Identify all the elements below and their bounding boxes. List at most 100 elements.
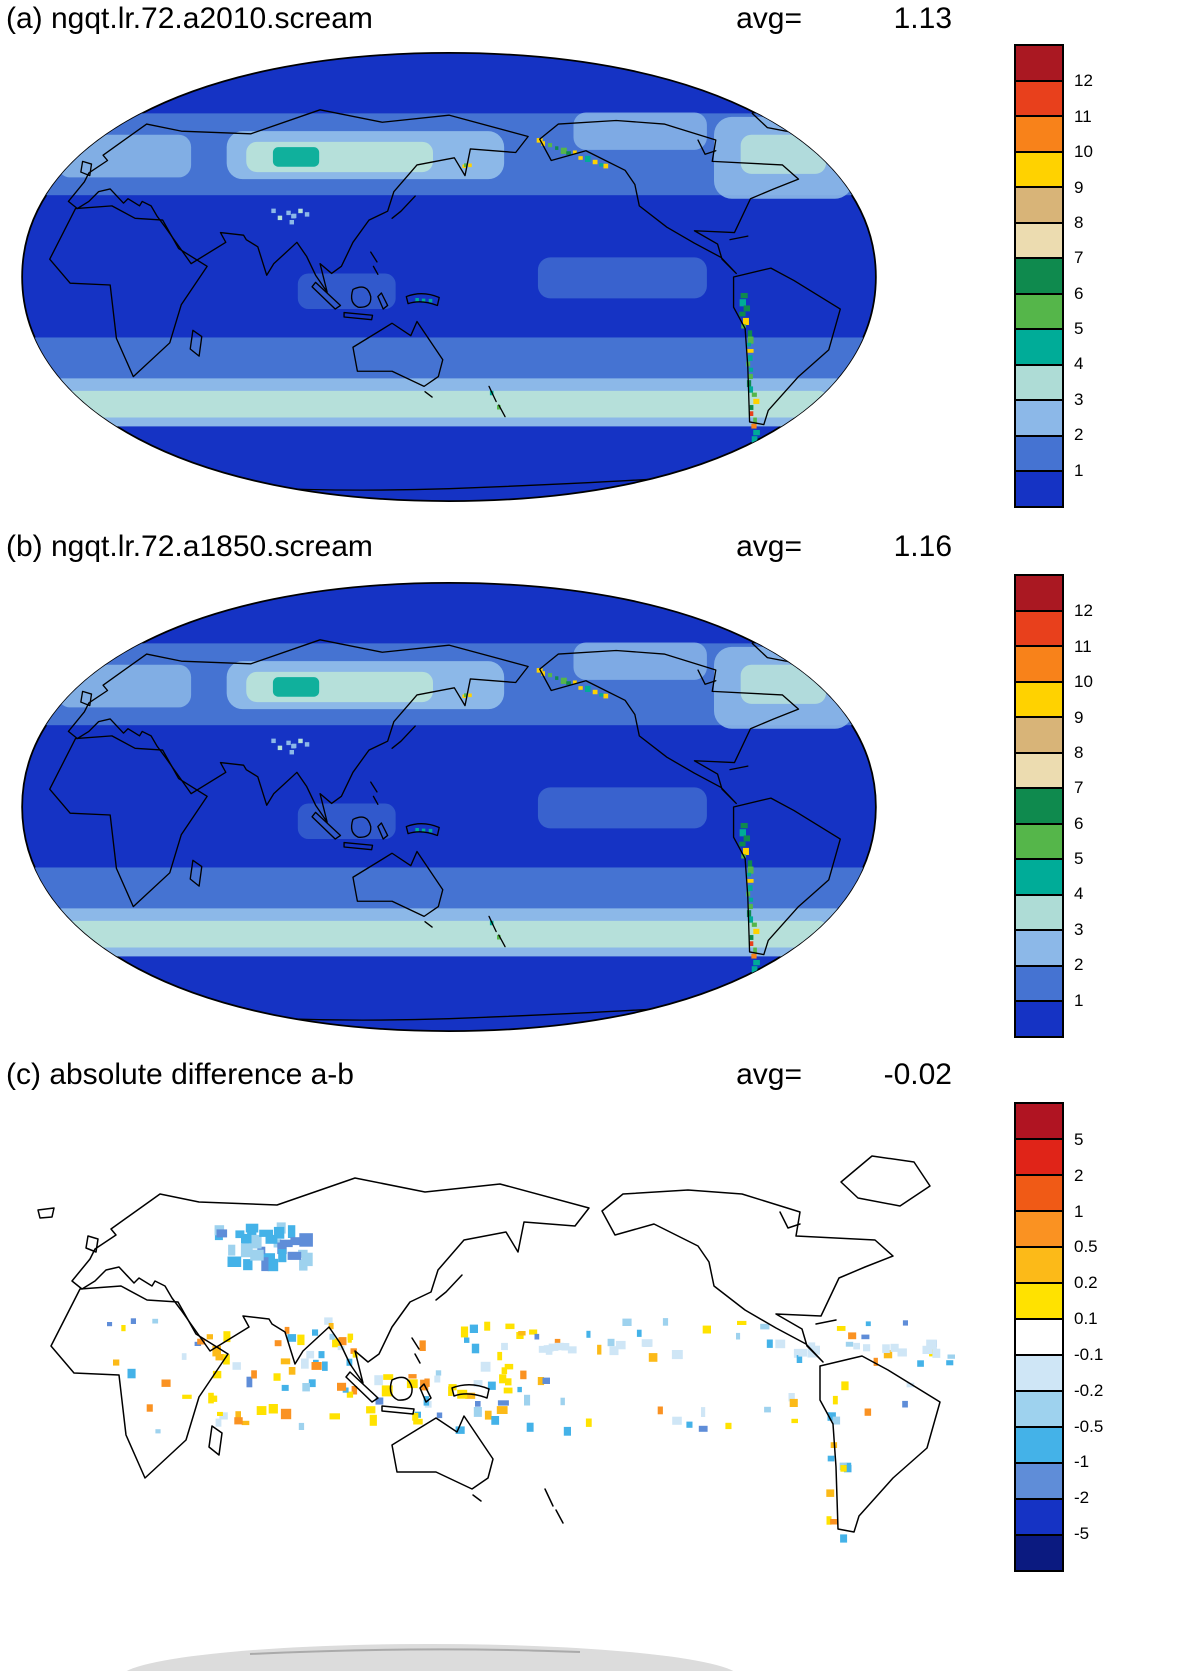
colorbar-tick-label: 12 xyxy=(1074,601,1093,621)
colorbar-tick-label: 1 xyxy=(1074,1201,1084,1221)
panel-b-title: (b) ngqt.lr.72.a1850.scream xyxy=(6,530,373,563)
colorbar-tick-label: 10 xyxy=(1074,142,1093,162)
panel-b-avg: avg= 1.16 xyxy=(736,530,952,563)
colorbar-swatch xyxy=(1016,929,1062,965)
colorbar-tick-label: 5 xyxy=(1074,319,1084,339)
colorbar-swatch xyxy=(1016,822,1062,859)
colorbar-swatch xyxy=(1016,1138,1062,1174)
colorbar-swatch xyxy=(1016,79,1062,116)
colorbar-swatch xyxy=(1016,257,1062,293)
colorbar-tick-label: 8 xyxy=(1074,742,1084,762)
colorbar-swatch xyxy=(1016,292,1062,329)
colorbar-tick-label: 5 xyxy=(1074,1129,1084,1149)
colorbar-swatch xyxy=(1016,1498,1062,1534)
colorbar-tick-label: 4 xyxy=(1074,354,1084,374)
panel-c-avg-label: avg= xyxy=(736,1058,802,1091)
colorbar-swatch xyxy=(1016,1246,1062,1282)
colorbar-swatch xyxy=(1016,609,1062,646)
panel-b-header: (b) ngqt.lr.72.a1850.scream avg= 1.16 xyxy=(6,530,952,563)
colorbar-c: 5 2 1 0.5 0.2 0.1 -0.1 -0.2 -0.5 -1 -2 -5 xyxy=(1014,1102,1103,1572)
colorbar-tick-label: 7 xyxy=(1074,778,1084,798)
colorbar-swatch xyxy=(1016,645,1062,681)
colorbar-swatch xyxy=(1016,1210,1062,1246)
colorbar-swatch xyxy=(1016,1000,1062,1036)
panel-b-avg-value: 1.16 xyxy=(893,530,952,563)
colorbar-swatch xyxy=(1016,680,1062,717)
map-panel-b xyxy=(21,582,877,1032)
colorbar-swatch xyxy=(1016,1174,1062,1210)
colorbar-tick-label: 7 xyxy=(1074,248,1084,268)
colorbar-tick-label: -2 xyxy=(1074,1488,1090,1508)
colorbar-tick-label: 4 xyxy=(1074,884,1084,904)
colorbar-swatch xyxy=(1016,787,1062,823)
colorbar-tick-label: -0.2 xyxy=(1074,1380,1104,1400)
antarctica-shading xyxy=(126,1644,734,1671)
colorbar-tick-label: 3 xyxy=(1074,389,1084,409)
colorbar-tick-label: 2 xyxy=(1074,425,1084,445)
panel-c-avg-value: -0.02 xyxy=(883,1058,952,1091)
panel-c-header: (c) absolute difference a-b avg= -0.02 xyxy=(6,1058,952,1091)
colorbar-swatch xyxy=(1016,328,1062,364)
difference-speckles xyxy=(107,1222,955,1543)
colorbar-swatch xyxy=(1016,221,1062,258)
colorbar-b: 12 11 10 9 8 7 6 5 4 3 2 1 xyxy=(1014,574,1093,1038)
colorbar-tick-label: 1 xyxy=(1074,460,1084,480)
colorbar-swatch xyxy=(1016,1318,1062,1354)
colorbar-tick-label: 0.5 xyxy=(1074,1237,1098,1257)
colorbar-tick-label: 11 xyxy=(1074,106,1092,126)
colorbar-swatch xyxy=(1016,399,1062,435)
colorbar-swatch xyxy=(1016,576,1062,610)
colorbar-swatch xyxy=(1016,186,1062,222)
colorbar-tick-label: 12 xyxy=(1074,71,1093,91)
colorbar-swatch xyxy=(1016,1390,1062,1426)
colorbar-tick-label: 0.2 xyxy=(1074,1273,1098,1293)
panel-c-avg: avg= -0.02 xyxy=(736,1058,952,1091)
colorbar-swatch xyxy=(1016,434,1062,471)
panel-a-avg-value: 1.13 xyxy=(893,2,952,35)
panel-b-avg-label: avg= xyxy=(736,530,802,563)
colorbar-swatch xyxy=(1016,1104,1062,1138)
panel-a-title: (a) ngqt.lr.72.a2010.scream xyxy=(6,2,373,35)
coast-antarctica-c xyxy=(249,1648,581,1655)
colorbar-tick-label: 11 xyxy=(1074,636,1092,656)
colorbar-swatch xyxy=(1016,858,1062,894)
colorbar-a: 12 11 10 9 8 7 6 5 4 3 2 1 xyxy=(1014,44,1093,508)
colorbar-swatch xyxy=(1016,1534,1062,1570)
colorbar-swatch xyxy=(1016,115,1062,151)
colorbar-swatch xyxy=(1016,964,1062,1001)
colorbar-swatch xyxy=(1016,1462,1062,1498)
colorbar-swatch xyxy=(1016,1282,1062,1318)
colorbar-tick-label: 2 xyxy=(1074,1165,1084,1185)
panel-c-title: (c) absolute difference a-b xyxy=(6,1058,354,1091)
colorbar-swatch xyxy=(1016,751,1062,788)
colorbar-swatch xyxy=(1016,150,1062,187)
colorbar-swatch xyxy=(1016,893,1062,930)
colorbar-tick-label: 9 xyxy=(1074,177,1084,197)
panel-a-header: (a) ngqt.lr.72.a2010.scream avg= 1.13 xyxy=(6,2,952,35)
colorbar-swatch xyxy=(1016,1426,1062,1462)
colorbar-tick-label: 5 xyxy=(1074,849,1084,869)
colorbar-swatch xyxy=(1016,716,1062,752)
colorbar-tick-label: -5 xyxy=(1074,1524,1090,1544)
colorbar-tick-label: 9 xyxy=(1074,707,1084,727)
colorbar-tick-label: 1 xyxy=(1074,990,1084,1010)
colorbar-swatch xyxy=(1016,470,1062,506)
colorbar-swatch xyxy=(1016,1354,1062,1390)
colorbar-tick-label: -1 xyxy=(1074,1452,1090,1472)
colorbar-tick-label: 6 xyxy=(1074,283,1084,303)
colorbar-tick-label: 0.1 xyxy=(1074,1309,1098,1329)
panel-a-avg-label: avg= xyxy=(736,2,802,35)
colorbar-tick-label: 2 xyxy=(1074,955,1084,975)
colorbar-swatch xyxy=(1016,363,1062,400)
colorbar-tick-label: 8 xyxy=(1074,212,1084,232)
map-panel-c xyxy=(37,1155,955,1671)
colorbar-tick-label: 6 xyxy=(1074,813,1084,833)
colorbar-tick-label: 3 xyxy=(1074,919,1084,939)
colorbar-tick-label: -0.1 xyxy=(1074,1344,1104,1364)
colorbar-tick-label: -0.5 xyxy=(1074,1416,1104,1436)
colorbar-swatch xyxy=(1016,46,1062,80)
map-panel-a xyxy=(21,52,877,502)
panel-a-avg: avg= 1.13 xyxy=(736,2,952,35)
colorbar-tick-label: 10 xyxy=(1074,672,1093,692)
